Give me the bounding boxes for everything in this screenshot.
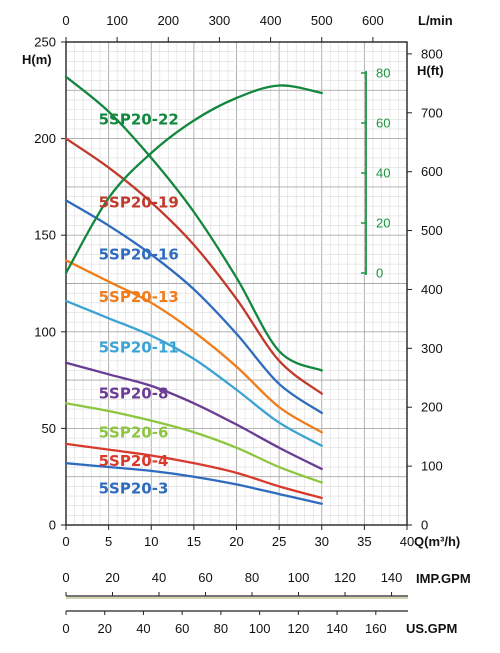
- right-y-tick-label: 600: [421, 164, 443, 179]
- efficiency-tick-label: 20: [376, 216, 390, 231]
- top-x-tick-label: 0: [62, 13, 69, 28]
- us-gpm-tick-label: 0: [62, 621, 69, 636]
- right-y-tick-label: 100: [421, 459, 443, 474]
- curve-label-5sp20-22: 5SP20-22: [99, 110, 179, 128]
- curve-5sp20-16: [64, 199, 323, 415]
- top-x-tick-label: 600: [362, 13, 384, 28]
- curve-5sp20-6: [64, 402, 323, 484]
- x-tick-label: 30: [315, 534, 329, 549]
- x-tick-label: 10: [144, 534, 158, 549]
- y-tick-label: 250: [34, 35, 56, 50]
- y-axis-label: H(m): [22, 52, 52, 67]
- us-gpm-tick-label: 100: [249, 621, 271, 636]
- top-x-tick-label: 400: [260, 13, 282, 28]
- y-tick-label: 200: [34, 131, 56, 146]
- curve-label-5sp20-4: 5SP20-4: [99, 452, 169, 470]
- curve-5sp20-11: [64, 299, 323, 447]
- curve-labels: 5SP20-22 5SP20-19 5SP20-16 5SP20-13 5SP20-11…: [99, 110, 179, 497]
- curve-label-5sp20-11: 5SP20-11: [99, 338, 179, 356]
- efficiency-curve: [64, 84, 323, 275]
- top-x-axis-label: L/min: [418, 13, 453, 28]
- x-tick-label: 40: [400, 534, 414, 549]
- right-y-tick-label: 800: [421, 46, 443, 61]
- x-tick-label: 35: [357, 534, 371, 549]
- x-tick-label: 25: [272, 534, 286, 549]
- imp-gpm-tick-label: 40: [152, 570, 166, 585]
- right-y-tick-label: 0: [421, 518, 428, 533]
- curve-5sp20-8: [64, 361, 323, 471]
- imp-gpm-tick-label: 140: [381, 570, 403, 585]
- imp-gpm-tick-label: 20: [105, 570, 119, 585]
- curve-label-5sp20-8: 5SP20-8: [99, 385, 169, 403]
- efficiency-tick-label: 0: [376, 266, 383, 281]
- curve-5sp20-4: [64, 442, 323, 500]
- top-x-tick-label: 100: [106, 13, 128, 28]
- curve-label-5sp20-6: 5SP20-6: [99, 423, 169, 441]
- x-tick-label: 15: [187, 534, 201, 549]
- us-gpm-tick-label: 120: [287, 621, 309, 636]
- efficiency-group: 0 20 40 60 80: [64, 66, 390, 281]
- imp-gpm-tick-label: 60: [198, 570, 212, 585]
- x-tick-label: 20: [229, 534, 243, 549]
- us-gpm-tick-label: 60: [175, 621, 189, 636]
- right-y-axis-label: H(ft): [417, 63, 444, 78]
- us-gpm-axis-label: US.GPM: [406, 621, 457, 636]
- curve-5sp20-13: [64, 259, 323, 434]
- y-tick-label: 0: [49, 518, 56, 533]
- efficiency-tick-label: 60: [376, 116, 390, 131]
- efficiency-tick-label: 40: [376, 166, 390, 181]
- curve-5sp20-3: [64, 462, 323, 505]
- us-gpm-tick-label: 20: [97, 621, 111, 636]
- imp-gpm-tick-label: 120: [334, 570, 356, 585]
- y-tick-label: 150: [34, 228, 56, 243]
- curve-5sp20-22: [64, 75, 323, 372]
- x-tick-label: 5: [105, 534, 112, 549]
- curve-label-5sp20-13: 5SP20-13: [99, 288, 179, 306]
- x-tick-label: 0: [62, 534, 69, 549]
- imp-gpm-tick-label: 80: [245, 570, 259, 585]
- us-gpm-tick-label: 160: [365, 621, 387, 636]
- us-gpm-tick-label: 80: [214, 621, 228, 636]
- y-tick-label: 100: [34, 324, 56, 339]
- top-x-tick-label: 300: [209, 13, 231, 28]
- imp-gpm-tick-label: 0: [62, 570, 69, 585]
- right-y-tick-label: 300: [421, 341, 443, 356]
- right-y-tick-label: 200: [421, 400, 443, 415]
- right-y-tick-label: 700: [421, 105, 443, 120]
- chart-grid: [65, 41, 408, 526]
- curve-label-5sp20-16: 5SP20-16: [99, 246, 179, 264]
- efficiency-tick-label: 80: [376, 66, 390, 81]
- curve-label-5sp20-19: 5SP20-19: [99, 193, 179, 211]
- imp-gpm-tick-label: 100: [288, 570, 310, 585]
- gpm-scales: 0 20 40 60 80 100 120 140 IMP.GPM 0 20 40 60 80 100 120…: [62, 570, 470, 636]
- us-gpm-tick-label: 140: [326, 621, 348, 636]
- right-y-tick-label: 500: [421, 223, 443, 238]
- x-axis-label: Q(m³/h): [414, 534, 460, 549]
- chart-axes: 0 5 10 15 20 25 30 35 40 Q(m³/h)0 100 200 300 400 500 6…: [22, 13, 460, 549]
- curve-5sp20-19: [64, 137, 323, 395]
- right-y-tick-label: 400: [421, 282, 443, 297]
- us-gpm-tick-label: 40: [136, 621, 150, 636]
- top-x-tick-label: 500: [311, 13, 333, 28]
- performance-curves: [64, 75, 323, 505]
- imp-gpm-axis-label: IMP.GPM: [416, 571, 471, 586]
- top-x-tick-label: 200: [157, 13, 179, 28]
- curve-label-5sp20-3: 5SP20-3: [99, 479, 169, 497]
- y-tick-label: 50: [42, 421, 56, 436]
